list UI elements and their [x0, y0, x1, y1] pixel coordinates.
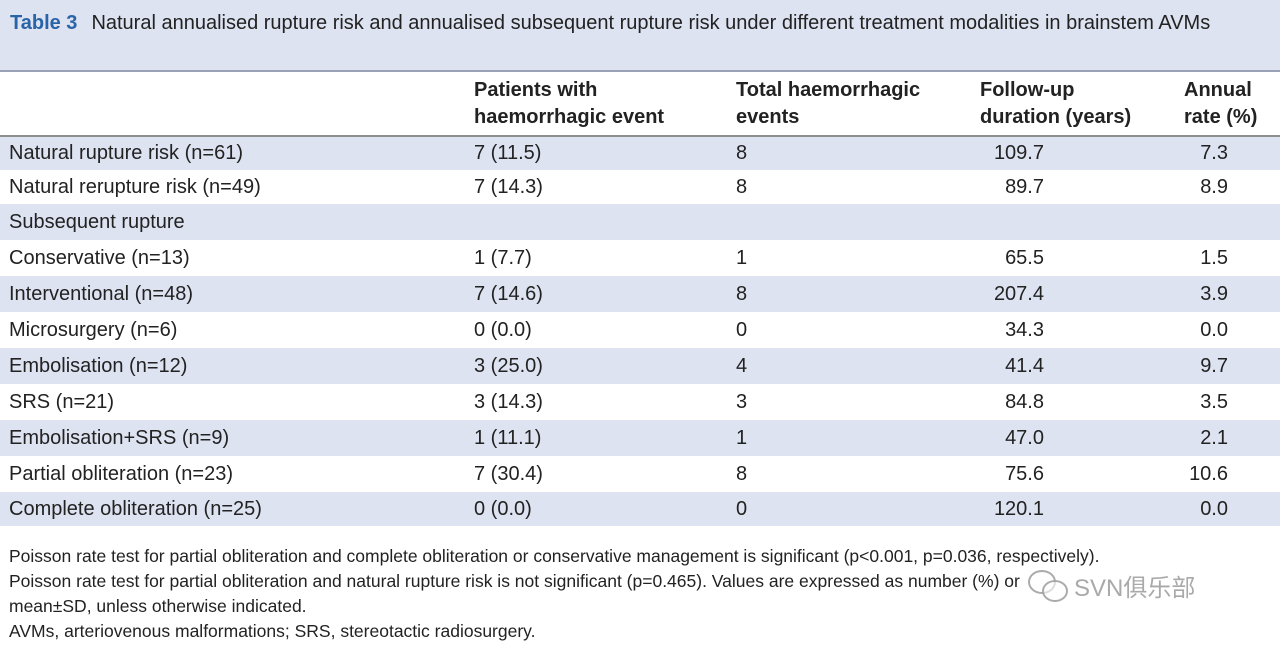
- caption-divider: [0, 70, 1280, 72]
- followup-cell: 109.7: [980, 136, 1184, 170]
- rate-cell: 10.6: [1189, 462, 1228, 485]
- patients-cell: 0 (0.0): [474, 492, 736, 526]
- watermark: SVN俱乐部: [1028, 568, 1195, 603]
- events-cell: [736, 204, 980, 240]
- followup-cell: 207.4: [980, 276, 1184, 312]
- table-row: Embolisation (n=12) 3 (25.0) 4 41.4 9.7: [0, 348, 1280, 384]
- table-row: Natural rerupture risk (n=49) 7 (14.3) 8 89…: [0, 170, 1280, 204]
- table-row: Embolisation+SRS (n=9) 1 (11.1) 1 47.0 2.1: [0, 420, 1280, 456]
- row-label-cell: Microsurgery (n=6): [9, 318, 178, 341]
- row-label-cell: Complete obliteration (n=25): [0, 492, 474, 526]
- watermark-text: SVN俱乐部: [1074, 575, 1196, 602]
- events-cell: 8: [736, 276, 980, 312]
- rate-cell: 8.9: [1200, 175, 1228, 198]
- table-row: Microsurgery (n=6) 0 (0.0) 0 34.3 0.0: [0, 312, 1280, 348]
- table-body: Natural rupture risk (n=61) 7 (11.5) 8 109.…: [0, 136, 1280, 526]
- table-row: Subsequent rupture: [0, 204, 1280, 240]
- patients-cell: 1 (11.1): [474, 420, 736, 456]
- patients-cell: 7 (14.3): [474, 175, 543, 198]
- rate-cell: 0.0: [1184, 492, 1280, 526]
- followup-cell: 34.3: [1005, 318, 1044, 341]
- patients-cell: 7 (11.5): [474, 136, 736, 170]
- row-label-cell: Natural rupture risk (n=61): [0, 136, 474, 170]
- table-row: Natural rupture risk (n=61) 7 (11.5) 8 109.…: [0, 136, 1280, 170]
- rate-cell: 1.5: [1200, 246, 1228, 269]
- table-caption-text: Natural annualised rupture risk and annu…: [91, 12, 1211, 34]
- followup-cell: 47.0: [980, 420, 1184, 456]
- events-cell: 4: [736, 348, 980, 384]
- column-header-followup: Follow-up duration (years): [980, 72, 1184, 137]
- table-caption: Table 3 Natural annualised rupture risk a…: [0, 0, 1280, 72]
- row-label-cell: SRS (n=21): [9, 390, 115, 413]
- table-row: Interventional (n=48) 7 (14.6) 8 207.4 3.9: [0, 276, 1280, 312]
- footnote: Poisson rate test for partial obliterati…: [9, 546, 1100, 566]
- patients-cell: [474, 204, 736, 240]
- patients-cell: 3 (25.0): [474, 348, 736, 384]
- events-cell: 0: [736, 492, 980, 526]
- row-label-cell: Embolisation (n=12): [0, 348, 474, 384]
- rate-cell: 2.1: [1184, 420, 1280, 456]
- column-header-rate: Annual rate (%): [1184, 72, 1280, 137]
- footnote: AVMs, arteriovenous malformations; SRS, …: [9, 621, 536, 641]
- footnote: Poisson rate test for partial obliterati…: [9, 571, 1020, 591]
- patients-cell: 0 (0.0): [474, 318, 532, 341]
- row-label-cell: Interventional (n=48): [0, 276, 474, 312]
- table-footnotes: Poisson rate test for partial obliterati…: [9, 544, 1271, 644]
- footnote: mean±SD, unless otherwise indicated.: [9, 596, 307, 616]
- patients-cell: 3 (14.3): [474, 390, 543, 413]
- events-cell: 8: [736, 136, 980, 170]
- table-row: Partial obliteration (n=23) 7 (30.4) 8 75.6…: [0, 456, 1280, 492]
- data-table: Patients with haemorrhagic event Total h…: [0, 72, 1280, 526]
- followup-cell: [980, 204, 1184, 240]
- rate-cell: [1184, 204, 1280, 240]
- events-cell: 8: [736, 462, 748, 485]
- wechat-icon: [1028, 569, 1068, 602]
- followup-cell: 75.6: [1005, 462, 1044, 485]
- events-cell: 0: [736, 318, 748, 341]
- rate-cell: 7.3: [1184, 136, 1280, 170]
- events-cell: 8: [736, 175, 748, 198]
- row-label-cell: Partial obliteration (n=23): [9, 462, 234, 485]
- patients-cell: 7 (30.4): [474, 462, 543, 485]
- row-label-cell: Conservative (n=13): [9, 246, 190, 269]
- row-label-cell: Subsequent rupture: [0, 204, 474, 240]
- rate-cell: 3.9: [1184, 276, 1280, 312]
- column-header-label: [0, 72, 474, 137]
- followup-cell: 65.5: [1005, 246, 1044, 269]
- table-row: Conservative (n=13) 1 (7.7) 1 65.5 1.5: [0, 240, 1280, 276]
- followup-cell: 120.1: [980, 492, 1184, 526]
- patients-cell: 7 (14.6): [474, 276, 736, 312]
- events-cell: 3: [736, 390, 748, 413]
- row-label-cell: Natural rerupture risk (n=49): [9, 175, 261, 198]
- row-label-cell: Embolisation+SRS (n=9): [0, 420, 474, 456]
- table-row: Complete obliteration (n=25) 0 (0.0) 0 120.…: [0, 492, 1280, 526]
- followup-cell: 89.7: [1005, 175, 1044, 198]
- column-header-patients: Patients with haemorrhagic event: [474, 72, 736, 137]
- table-row: SRS (n=21) 3 (14.3) 3 84.8 3.5: [0, 384, 1280, 420]
- followup-cell: 84.8: [1005, 390, 1044, 413]
- followup-cell: 41.4: [980, 348, 1184, 384]
- rate-cell: 3.5: [1200, 390, 1228, 413]
- column-header-events: Total haemorrhagic events: [736, 72, 980, 137]
- events-cell: 1: [736, 246, 748, 269]
- table-number-label: Table 3: [10, 12, 78, 34]
- rate-cell: 9.7: [1184, 348, 1280, 384]
- events-cell: 1: [736, 420, 980, 456]
- patients-cell: 1 (7.7): [474, 246, 532, 269]
- rate-cell: 0.0: [1200, 318, 1228, 341]
- header-row: Patients with haemorrhagic event Total h…: [0, 72, 1280, 137]
